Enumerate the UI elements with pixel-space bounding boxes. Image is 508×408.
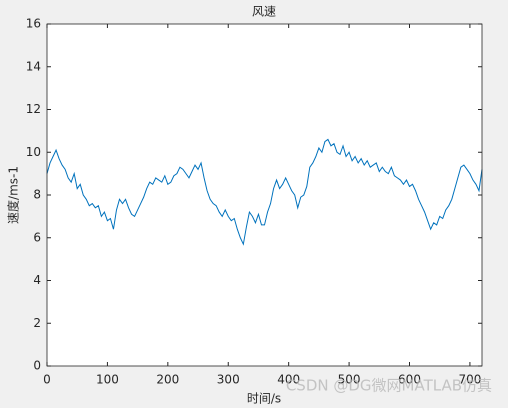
y-tick-label: 2: [33, 316, 41, 330]
plot-area: [47, 24, 482, 366]
y-tick-label: 8: [33, 188, 41, 202]
x-tick-label: 0: [43, 373, 51, 387]
x-tick-label: 500: [338, 373, 361, 387]
chart-title: 风速: [252, 5, 276, 19]
y-tick-label: 12: [26, 102, 41, 116]
watermark: CSDN @DG微网MATLAB仿真: [286, 377, 492, 395]
x-tick-label: 600: [398, 373, 421, 387]
x-axis-label: 时间/s: [247, 392, 281, 406]
y-tick-label: 10: [26, 145, 41, 159]
x-tick-label: 400: [277, 373, 300, 387]
axes-box: [46, 23, 483, 367]
x-tick-label: 200: [156, 373, 179, 387]
y-axis-label: 速度/ms-1: [6, 166, 21, 224]
x-tick-label: 300: [217, 373, 240, 387]
y-tick-label: 4: [33, 273, 41, 287]
y-tick-label: 14: [26, 59, 41, 73]
y-tick-label: 6: [33, 230, 41, 244]
y-tick-label: 0: [33, 359, 41, 373]
data-line: [46, 138, 483, 246]
x-tick-label: 100: [96, 373, 119, 387]
y-tick-label: 16: [26, 17, 41, 31]
x-tick-label: 700: [458, 373, 481, 387]
